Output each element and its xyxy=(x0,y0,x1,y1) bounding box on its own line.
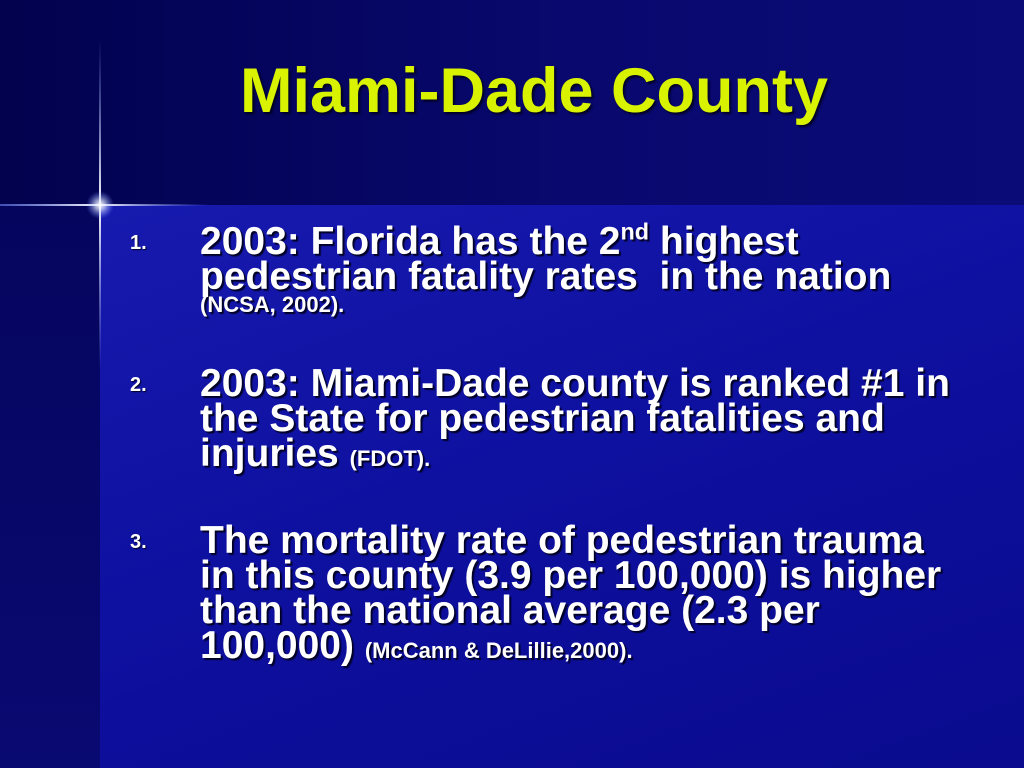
ordinal-superscript: nd xyxy=(620,218,650,245)
list-item: 1. 2003: Florida has the 2nd highest ped… xyxy=(130,220,960,317)
list-item: 2. 2003: Miami-Dade county is ranked #1 … xyxy=(130,364,960,473)
list-item-text: The mortality rate of pedestrian trauma … xyxy=(200,521,960,665)
item-text: 2003: Miami-Dade county is ranked #1 in … xyxy=(200,362,961,475)
item-text: The mortality rate of pedestrian trauma … xyxy=(200,519,953,667)
background-main-panel xyxy=(100,205,1024,768)
list-number: 3. xyxy=(130,531,147,553)
list-number: 2. xyxy=(130,374,147,396)
list-number: 1. xyxy=(130,232,147,254)
numbered-list: 1. 2003: Florida has the 2nd highest ped… xyxy=(130,220,960,665)
slide-title: Miami-Dade County xyxy=(239,56,829,126)
citation: (NCSA, 2002). xyxy=(200,292,345,317)
list-item-text: 2003: Miami-Dade county is ranked #1 in … xyxy=(200,364,960,473)
list-item: 3. The mortality rate of pedestrian trau… xyxy=(130,521,960,665)
citation: (FDOT). xyxy=(349,446,431,471)
background-left-strip xyxy=(0,205,100,768)
item-text-continued: highest pedestrian fatality rates in the… xyxy=(200,220,892,298)
list-item-text: 2003: Florida has the 2nd highest pedest… xyxy=(200,220,960,317)
citation: (McCann & DeLillie,2000). xyxy=(364,638,633,663)
background-top-band xyxy=(0,0,1024,205)
item-text: 2003: Florida has the 2 xyxy=(200,220,621,263)
